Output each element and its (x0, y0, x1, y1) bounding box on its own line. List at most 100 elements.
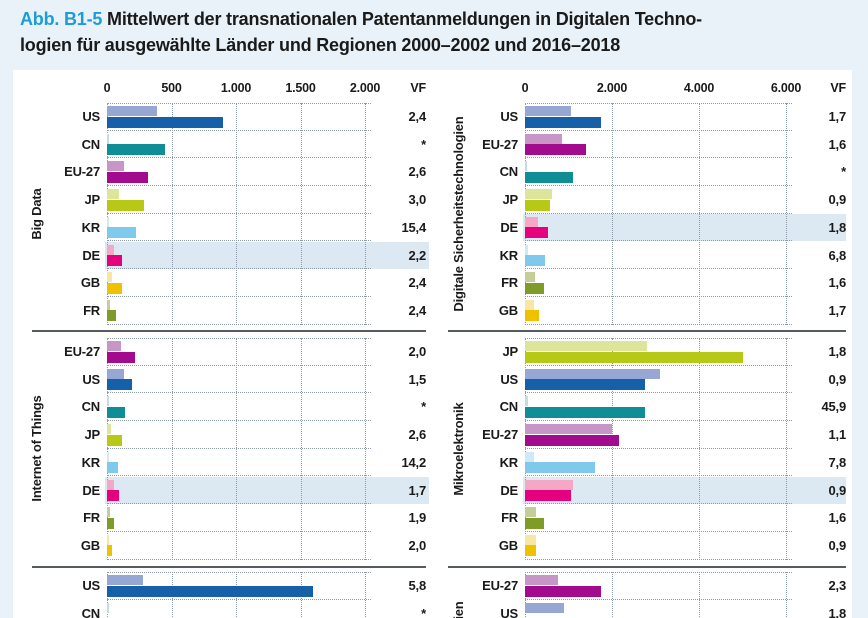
country-label: CN (499, 399, 519, 415)
panel-gien-label: gien (451, 601, 466, 618)
bar-2000-2002 (525, 575, 558, 585)
country-label: EU-27 (482, 427, 518, 443)
country-label: CN (81, 399, 101, 415)
row-highlight (105, 241, 429, 270)
vf-value: 2,4 (408, 109, 427, 124)
country-label: JP (84, 192, 100, 208)
country-label: GB (498, 537, 518, 553)
bar-2016-2018 (525, 585, 602, 597)
axis-tick-label: 6.000 (770, 81, 802, 95)
axis-tick-label: 0 (521, 81, 529, 95)
bar-2000-2002 (107, 106, 158, 116)
country-label: JP (502, 192, 518, 208)
bar-2016-2018 (107, 282, 122, 294)
bar-2000-2002 (107, 424, 111, 435)
gridline-row (107, 242, 371, 270)
gridline-vertical (171, 103, 173, 325)
gridline-row (107, 103, 371, 131)
bar-2000-2002 (525, 396, 528, 407)
bar-2000-2002 (525, 161, 527, 172)
vf-value: 0,9 (828, 371, 847, 387)
bar-2016-2018 (525, 379, 645, 391)
gridline-vertical (107, 103, 108, 325)
bar-2016-2018 (525, 434, 619, 446)
vf-value: 1,9 (408, 510, 427, 526)
vf-value: 2,4 (408, 302, 427, 318)
country-label: EU-27 (482, 136, 518, 152)
country-label: JP (84, 427, 100, 443)
country-label: EU-27 (64, 164, 100, 180)
bar-2016-2018 (525, 227, 548, 239)
gridline-row (525, 421, 792, 449)
gridline-row (107, 214, 371, 242)
gridline-vertical (365, 338, 366, 560)
bar-2000-2002 (525, 424, 612, 435)
country-label: US (82, 578, 100, 593)
bar-2000-2002 (525, 341, 647, 351)
bar-2000-2002 (107, 479, 115, 490)
bar-2000-2002 (107, 396, 109, 407)
bar-2000-2002 (107, 216, 109, 227)
vf-value: 2,4 (408, 275, 427, 291)
bar-2016-2018 (107, 462, 118, 474)
country-label: US (82, 371, 100, 387)
gridline-row (525, 338, 792, 366)
bar-2016-2018 (107, 227, 137, 239)
gridline-row (525, 186, 792, 214)
gridline-row (525, 477, 792, 505)
gridline-vertical (786, 572, 787, 618)
gridline-row (107, 186, 371, 214)
figure-title: Abb. B1-5 Mittelwert der transnationalen… (20, 7, 850, 58)
vf-value: 5,8 (408, 578, 427, 593)
vf-value: 3,0 (408, 192, 427, 208)
bar-2016-2018 (107, 585, 314, 597)
country-label: CN (81, 605, 101, 618)
bar-2000-2002 (107, 534, 109, 545)
panel-separator (448, 566, 846, 568)
gridline-row (107, 449, 371, 477)
panel-digitale-sicherheitstechnologien-label: Digitale Sicherheitstechnologien (451, 116, 466, 312)
vf-value: * (421, 399, 426, 415)
gridline-row (525, 600, 792, 618)
gridline-vertical (300, 338, 302, 560)
bar-2000-2002 (525, 299, 534, 310)
gridline-row (107, 269, 371, 297)
vf-value: 1,8 (828, 605, 847, 618)
vf-value: 15,4 (401, 219, 426, 235)
bar-2000-2002 (525, 244, 528, 255)
gridline-vertical (786, 338, 787, 560)
country-label: FR (501, 275, 518, 291)
gridline-row (107, 366, 371, 394)
row-highlight (105, 476, 429, 505)
country-label: EU-27 (482, 578, 518, 593)
bar-2016-2018 (525, 199, 551, 211)
vf-value: * (841, 164, 846, 180)
gridline-row (525, 532, 792, 560)
row-highlight (523, 476, 846, 505)
vf-value: 1,8 (828, 344, 847, 359)
bar-2016-2018 (107, 545, 113, 557)
gridline-vertical (525, 103, 526, 325)
panel-mikroelektronik-label: Mikroelektronik (451, 402, 466, 496)
gridline-row (107, 600, 371, 618)
bar-2000-2002 (525, 479, 573, 490)
bar-2016-2018 (107, 171, 149, 183)
vf-value: 45,9 (821, 399, 846, 415)
bar-2016-2018 (525, 351, 743, 363)
bar-2016-2018 (525, 462, 595, 474)
country-label: US (82, 109, 100, 124)
country-label: GB (80, 275, 100, 291)
country-label: US (500, 109, 518, 124)
gridline-row (107, 338, 371, 366)
gridline-vertical (236, 338, 237, 560)
gridline-row (107, 572, 371, 600)
vf-header: VF (830, 81, 846, 95)
gridline-row (525, 103, 792, 131)
vf-value: 1,7 (408, 482, 427, 498)
gridline-vertical (107, 338, 108, 560)
bar-2016-2018 (107, 199, 144, 211)
panel-separator (32, 330, 426, 332)
vf-header: VF (410, 81, 426, 95)
bar-2016-2018 (107, 490, 119, 501)
